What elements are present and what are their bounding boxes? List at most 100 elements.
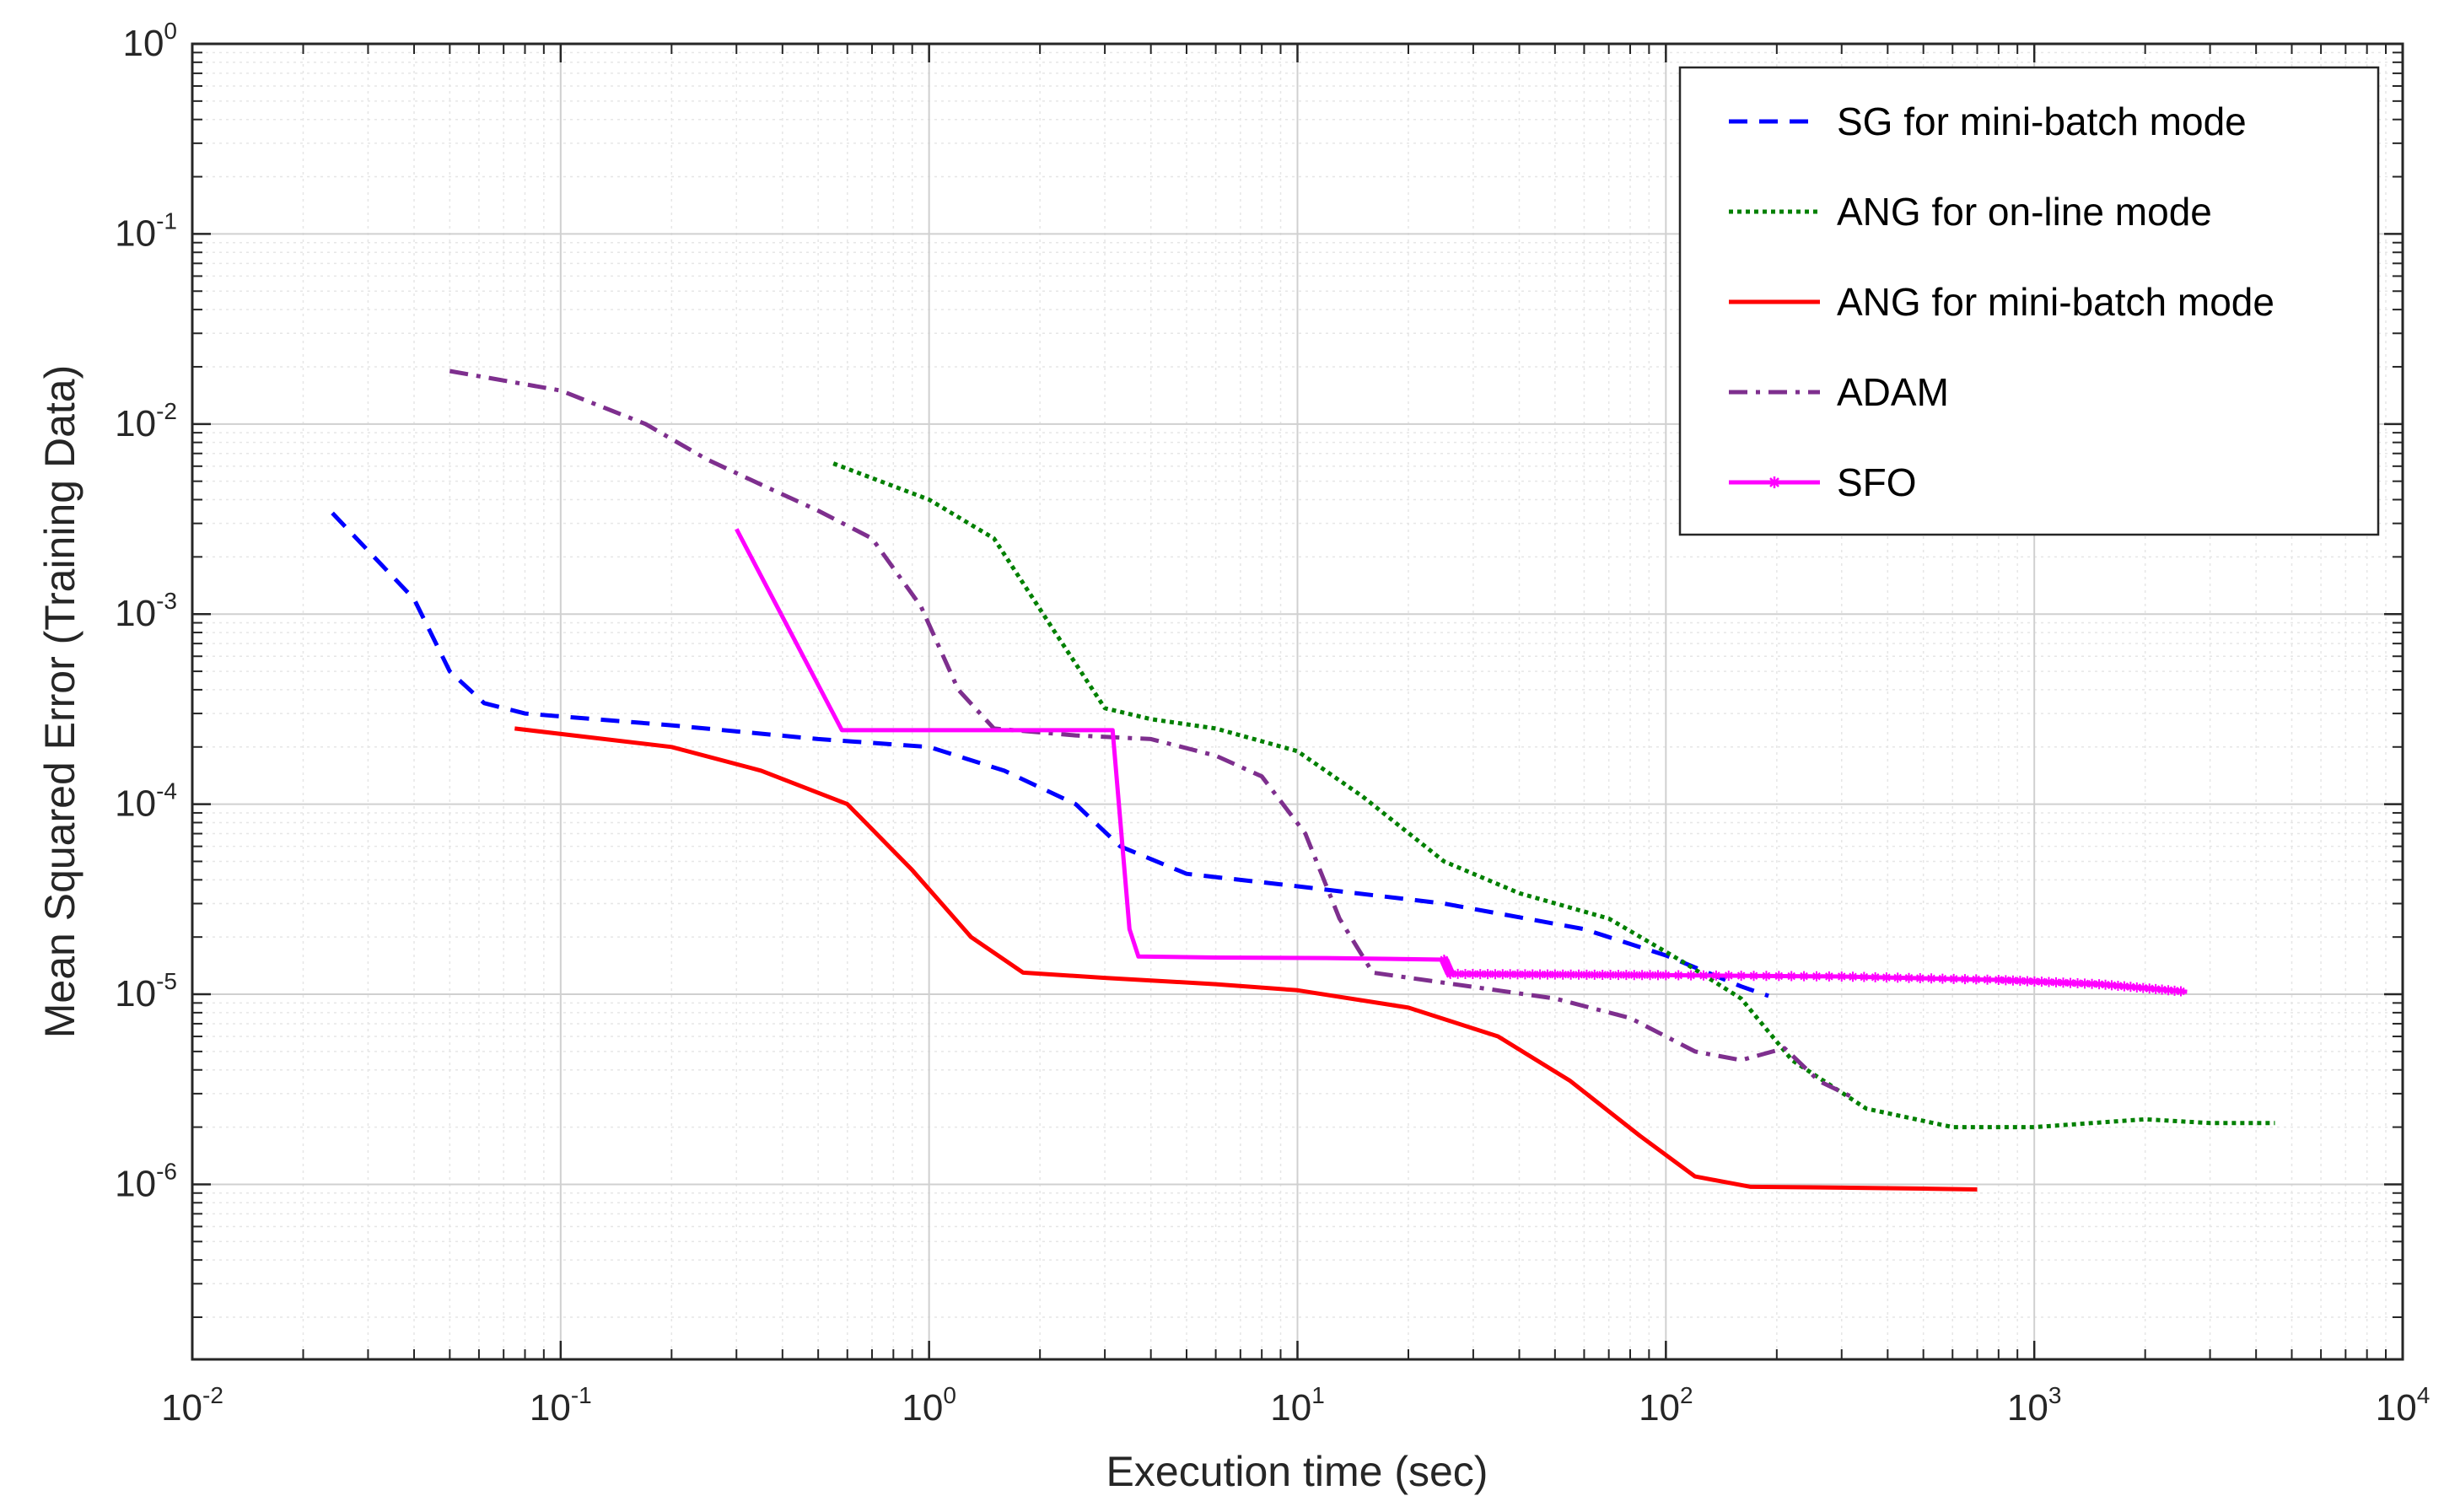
series-marker <box>2007 975 2018 986</box>
series-marker <box>1445 968 1456 979</box>
series-marker <box>2125 982 2136 993</box>
series-marker <box>1903 972 1914 983</box>
series-marker <box>2169 985 2180 996</box>
legend: SG for mini-batch mode ANG for on-line mo… <box>1678 66 2380 536</box>
series-marker <box>1748 971 1759 982</box>
series-marker <box>1698 970 1709 981</box>
series-marker <box>1971 974 1982 985</box>
series-marker <box>1512 969 1523 980</box>
series-marker <box>1811 971 1822 982</box>
series-marker <box>1836 971 1847 982</box>
series-marker <box>1558 969 1569 980</box>
series-marker <box>2015 976 2026 987</box>
series-marker <box>1661 970 1672 981</box>
series-marker <box>1589 969 1600 980</box>
legend-label: SFO <box>1837 460 1917 504</box>
series-marker <box>1542 969 1553 980</box>
series-marker <box>1993 975 2004 986</box>
series-line <box>514 726 1978 1192</box>
series-marker <box>1628 970 1639 981</box>
series-marker <box>2163 985 2174 996</box>
legend-item: ADAM <box>1729 370 1949 414</box>
x-tick-label: 100 <box>902 1382 956 1429</box>
y-tick-label: 100 <box>122 18 177 64</box>
series-marker <box>1460 968 1471 979</box>
series-marker <box>2080 978 2091 989</box>
series-marker <box>2021 976 2032 987</box>
series-marker <box>2043 977 2054 987</box>
series-marker <box>2065 977 2076 988</box>
series-marker <box>2118 981 2129 992</box>
x-tick-label: 101 <box>1270 1382 1325 1429</box>
series-marker <box>1581 969 1592 980</box>
x-tick-label: 10-2 <box>161 1382 223 1429</box>
series-marker <box>2138 982 2149 993</box>
x-tick-label: 10-1 <box>530 1382 592 1429</box>
series-marker <box>2151 983 2161 994</box>
series-marker <box>1774 971 1785 982</box>
series-marker <box>2131 982 2142 993</box>
series-marker <box>1710 970 1721 981</box>
series-marker <box>2072 977 2083 988</box>
series-2 <box>514 726 1978 1192</box>
x-tick-label: 104 <box>2376 1382 2431 1429</box>
series-marker <box>1948 973 1959 984</box>
series-marker <box>1505 969 1515 980</box>
series-layer <box>331 369 2275 1192</box>
series-marker <box>1959 974 1970 985</box>
series-marker <box>1475 969 1486 980</box>
series-marker <box>1848 971 1859 982</box>
series-marker <box>2113 981 2124 992</box>
x-axis-title: Execution time (sec) <box>1106 1448 1488 1495</box>
series-marker <box>1723 970 1734 981</box>
y-axis-title: Mean Squared Error (Training Data) <box>36 365 83 1039</box>
series-marker <box>1637 970 1648 981</box>
series-marker <box>1786 971 1797 982</box>
ticks <box>191 42 2404 1359</box>
series-3 <box>449 369 1858 1101</box>
series-marker <box>1673 970 1684 981</box>
series-marker <box>1483 969 1494 980</box>
legend-label: ADAM <box>1837 370 1949 414</box>
y-tick-label: 10-4 <box>115 778 177 825</box>
series-marker <box>2086 978 2097 989</box>
series-marker <box>2175 986 2186 997</box>
series-marker <box>1467 969 1478 980</box>
series-marker <box>1914 972 1925 983</box>
x-tick-label: 102 <box>1639 1382 1693 1429</box>
series-marker <box>1605 970 1616 981</box>
legend-label: ANG for mini-batch mode <box>1837 280 2274 324</box>
series-line <box>832 461 2275 1130</box>
series-1 <box>832 461 2275 1130</box>
legend-marker <box>1768 476 1780 488</box>
series-marker <box>1597 969 1608 980</box>
y-tick-label: 10-6 <box>115 1158 177 1204</box>
legend-item: ANG for on-line mode <box>1729 190 2212 234</box>
series-marker <box>1527 969 1538 980</box>
series-line <box>449 369 1858 1101</box>
series-marker <box>1549 969 1560 980</box>
series-marker <box>1497 969 1508 980</box>
series-marker <box>2050 977 2061 987</box>
series-marker <box>1937 973 1948 984</box>
y-tick-label: 10-2 <box>115 398 177 444</box>
series-marker <box>1489 969 1500 980</box>
series-marker <box>1799 971 1810 982</box>
series-marker <box>2029 976 2040 987</box>
legend-item: ANG for mini-batch mode <box>1729 280 2274 324</box>
legend-item: SFO <box>1729 460 1917 504</box>
series-marker <box>1612 970 1623 981</box>
legend-label: ANG for on-line mode <box>1837 190 2212 234</box>
series-marker <box>1761 971 1772 982</box>
series-marker <box>2156 984 2167 995</box>
series-marker <box>2000 975 2011 986</box>
series-marker <box>1452 968 1463 979</box>
x-tick-label: 103 <box>2007 1382 2062 1429</box>
series-marker <box>1870 971 1881 982</box>
series-marker <box>1926 973 1937 984</box>
series-marker <box>1520 969 1531 980</box>
series-marker <box>1565 969 1576 980</box>
series-marker <box>1621 970 1632 981</box>
series-marker <box>1686 970 1697 981</box>
tick-labels: 10-2 10-1 100 101 102 103 104 100 10-1 10-2 10-3 10… <box>115 18 2430 1429</box>
